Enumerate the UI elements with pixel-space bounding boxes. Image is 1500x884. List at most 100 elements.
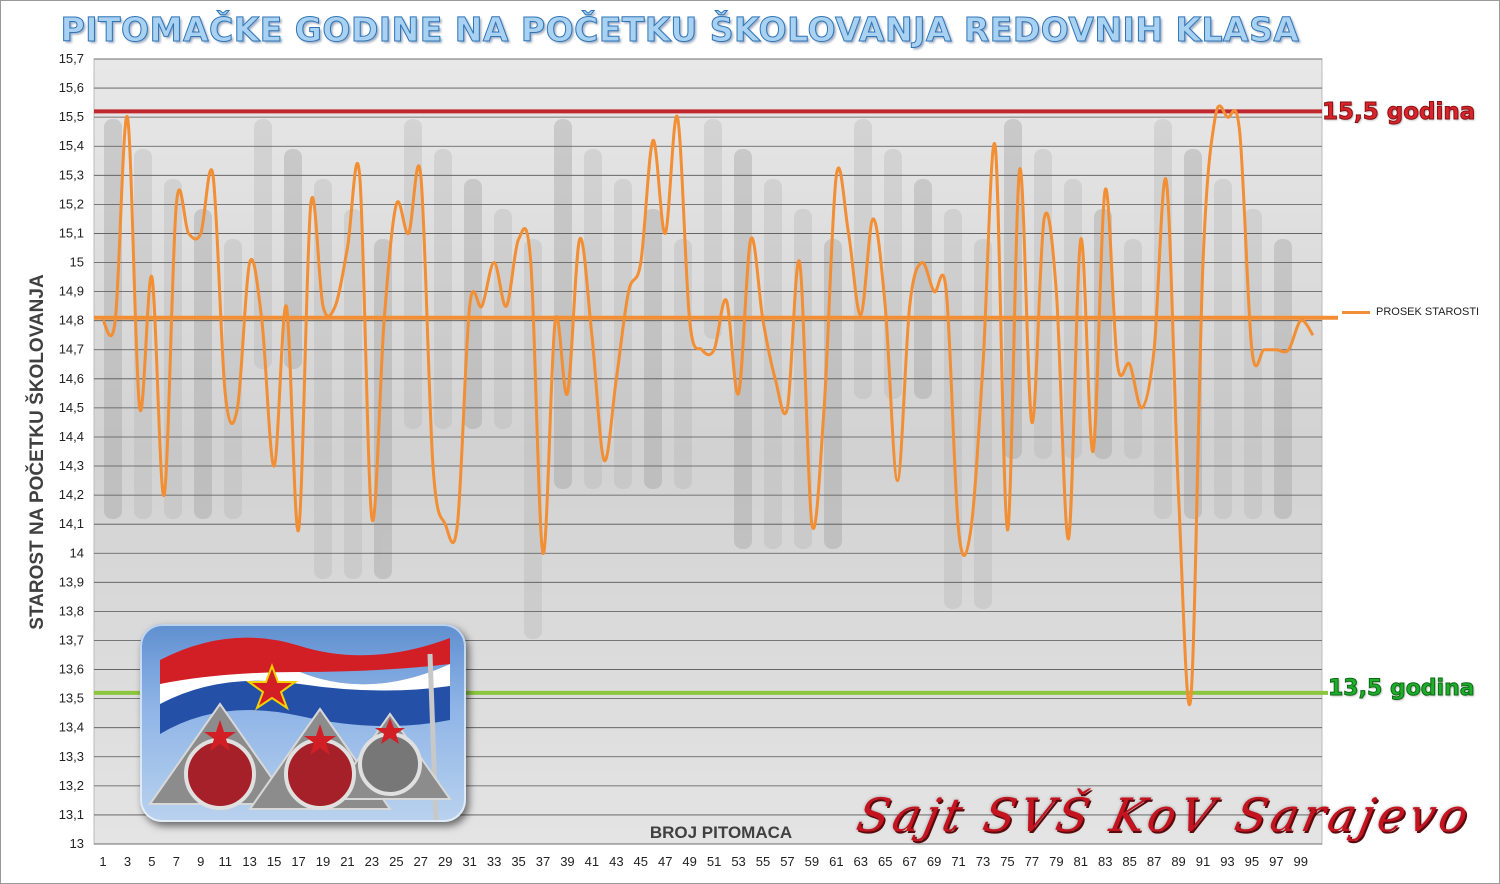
y-tick-label: 14,8 [59,313,84,328]
photo-texture-shape [644,209,662,489]
x-tick-label: 63 [854,854,868,869]
x-tick-label: 53 [731,854,745,869]
y-tick-label: 14,5 [59,400,84,415]
photo-texture-shape [674,239,692,489]
y-tick-label: 15 [70,255,84,270]
photo-texture-shape [344,209,362,579]
x-tick-label: 31 [462,854,476,869]
photo-texture-shape [1124,239,1142,459]
photo-texture-shape [284,149,302,369]
y-tick-label: 13,7 [59,632,84,647]
lower-limit-label: 13,5 godina [1328,676,1476,702]
y-tick-label: 13,8 [59,603,84,618]
x-tick-label: 45 [634,854,648,869]
photo-texture-shape [1094,209,1112,459]
x-tick-label: 25 [389,854,403,869]
x-tick-label: 9 [197,854,204,869]
x-tick-label: 75 [1000,854,1014,869]
y-tick-label: 13,4 [59,720,84,735]
legend-swatch [1342,310,1370,314]
x-tick-label: 81 [1074,854,1088,869]
photo-texture-shape [824,239,842,549]
y-tick-label: 13 [70,836,84,851]
x-tick-label: 87 [1147,854,1161,869]
y-tick-label: 14 [70,545,84,560]
x-tick-label: 69 [927,854,941,869]
x-tick-label: 85 [1122,854,1136,869]
photo-texture-shape [974,239,992,609]
x-tick-label: 89 [1171,854,1185,869]
x-tick-label: 77 [1025,854,1039,869]
photo-texture-shape [404,119,422,429]
y-tick-label: 15,7 [59,51,84,66]
x-tick-label: 5 [148,854,155,869]
x-tick-label: 79 [1049,854,1063,869]
x-axis-label: BROJ PITOMACA [649,823,793,842]
legend-entry: PROSEK STAROSTI [1376,306,1480,318]
x-tick-label: 35 [511,854,525,869]
site-watermark-signature: Sajt SVŠ KoV Sarajevo [852,788,1478,842]
yugoslav-flag-badges-icon [140,624,466,822]
x-tick-label: 65 [878,854,892,869]
x-tick-label: 27 [414,854,428,869]
x-tick-label: 1 [99,854,106,869]
x-tick-label: 97 [1269,854,1283,869]
y-tick-label: 15,5 [59,109,84,124]
y-tick-label: 14,4 [59,429,84,444]
x-tick-label: 59 [805,854,819,869]
x-tick-label: 17 [291,854,305,869]
photo-texture-shape [134,149,152,519]
y-tick-label: 13,5 [59,691,84,706]
y-tick-label: 13,9 [59,574,84,589]
y-tick-label: 14,2 [59,487,84,502]
x-tick-label: 43 [609,854,623,869]
x-tick-label: 67 [902,854,916,869]
photo-texture-shape [374,239,392,579]
y-tick-label: 13,3 [59,749,84,764]
x-tick-label: 51 [707,854,721,869]
photo-texture-shape [1034,149,1052,459]
y-tick-label: 14,9 [59,284,84,299]
y-tick-label: 14,7 [59,342,84,357]
y-tick-label: 15,4 [59,138,84,153]
x-tick-label: 73 [976,854,990,869]
y-tick-label: 13,2 [59,778,84,793]
photo-texture-shape [194,209,212,519]
x-tick-label: 15 [267,854,281,869]
chart-title: PITOMAČKE GODINE NA POČETKU ŠKOLOVANJA R… [60,10,1300,50]
x-tick-label: 95 [1245,854,1259,869]
y-tick-label: 14,6 [59,371,84,386]
x-tick-label: 57 [780,854,794,869]
x-tick-label: 13 [242,854,256,869]
y-tick-label: 14,3 [59,458,84,473]
photo-texture-shape [434,149,452,429]
photo-texture-shape [854,119,872,399]
x-tick-label: 41 [585,854,599,869]
photo-texture-shape [704,119,722,339]
x-tick-label: 39 [560,854,574,869]
x-tick-label: 23 [365,854,379,869]
y-tick-label: 15,1 [59,225,84,240]
photo-texture-shape [914,179,932,399]
photo-texture-shape [554,119,572,489]
x-tick-label: 33 [487,854,501,869]
x-tick-label: 55 [756,854,770,869]
x-tick-label: 29 [438,854,452,869]
series-line-0 [101,104,1315,707]
photo-texture-shape [254,119,272,369]
photo-texture-shape [464,179,482,429]
x-tick-label: 19 [316,854,330,869]
x-tick-label: 93 [1220,854,1234,869]
x-tick-label: 83 [1098,854,1112,869]
y-tick-label: 15,6 [59,80,84,95]
y-tick-label: 13,6 [59,662,84,677]
x-tick-label: 99 [1294,854,1308,869]
x-tick-label: 3 [124,854,131,869]
y-tick-label: 14,1 [59,516,84,531]
x-tick-label: 37 [536,854,550,869]
upper-limit-label: 15,5 godina [1321,99,1476,126]
y-tick-label: 13,1 [59,807,84,822]
x-tick-label: 21 [340,854,354,869]
photo-texture-shape [884,149,902,399]
y-tick-label: 15,3 [59,167,84,182]
